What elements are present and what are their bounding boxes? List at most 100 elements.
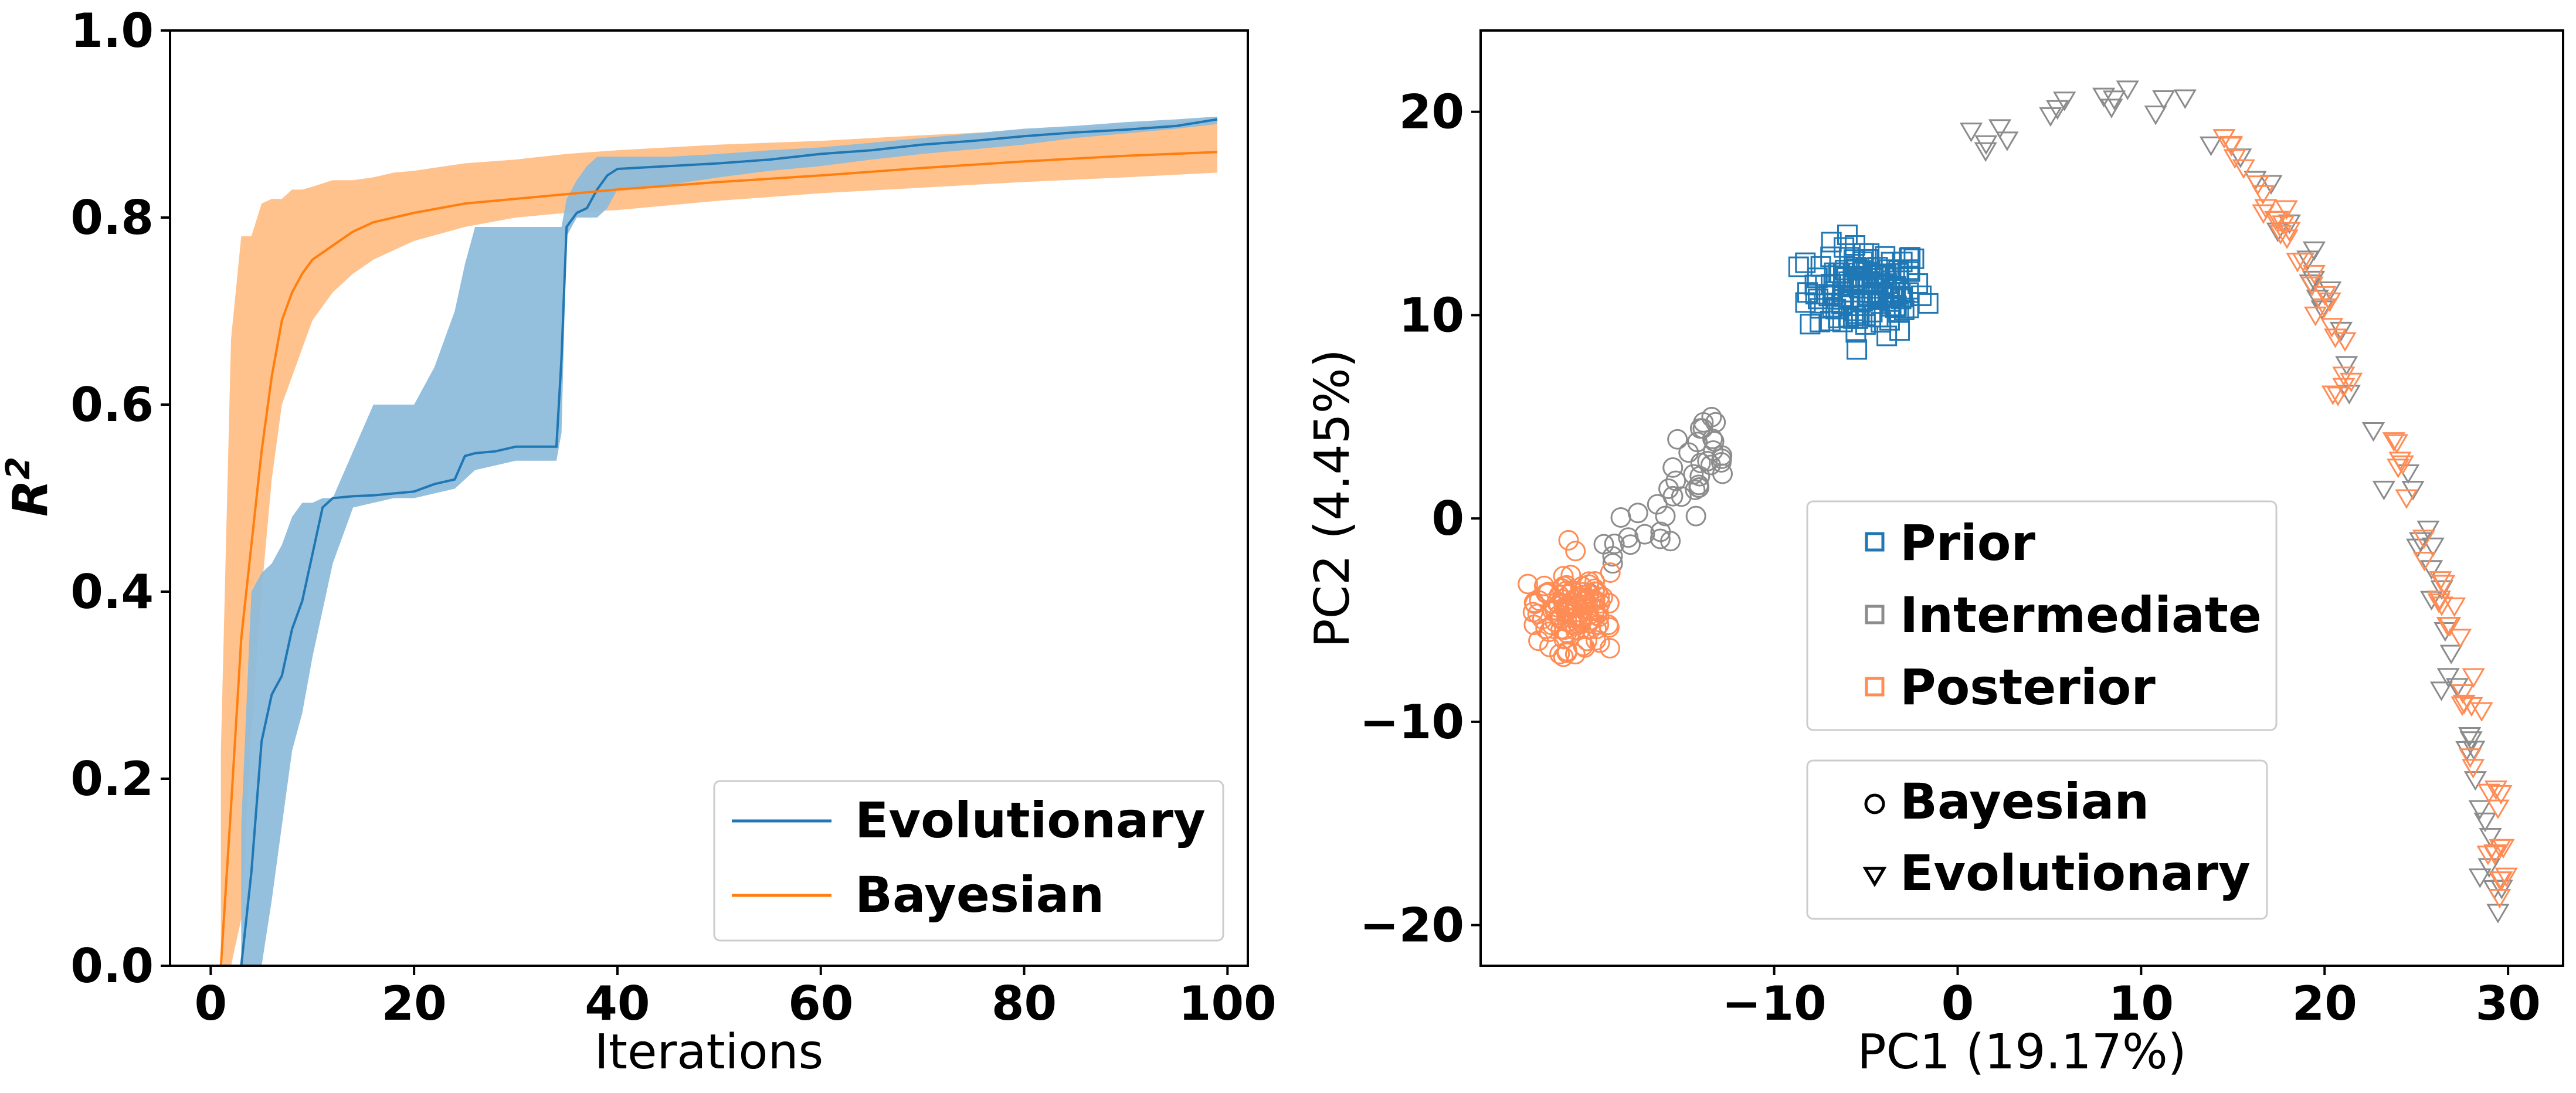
point-triangle [2173, 89, 2197, 109]
point-triangle [2489, 785, 2513, 805]
point-triangle [2473, 812, 2497, 833]
point-triangle [2483, 844, 2507, 864]
point-triangle [2470, 702, 2493, 722]
point-square [1810, 311, 1831, 332]
point-square [1868, 307, 1889, 328]
x-tick-label: 10 [2109, 976, 2174, 1031]
legend-label-bayesian-method: Bayesian [1900, 773, 2149, 830]
scatter-points [1518, 80, 2518, 924]
point-triangle [2264, 211, 2287, 231]
point-triangle [2429, 571, 2452, 591]
point-triangle [2391, 455, 2415, 476]
left-chart: 0 20 40 60 80 100 0.0 0.2 0.4 0.6 0.8 1.0 Iteratio… [0, 4, 1277, 1080]
point-triangle [2445, 678, 2469, 698]
point-circle [1662, 457, 1684, 478]
point-circle [1685, 479, 1706, 500]
line-evolutionary [240, 118, 1218, 966]
point-triangle [2387, 459, 2410, 478]
point-square [1795, 252, 1816, 273]
band-bayesian [220, 119, 1218, 966]
point-circle [1660, 531, 1681, 552]
point-circle [1527, 603, 1548, 624]
y-tick-label: 0 [1431, 491, 1464, 546]
left-legend: Evolutionary Bayesian [713, 780, 1224, 942]
y-tick-label: −10 [1360, 695, 1464, 749]
point-triangle [2219, 137, 2243, 157]
point-triangle [1959, 123, 1983, 142]
y-tick-label: 0.4 [70, 565, 154, 619]
point-triangle [2318, 292, 2341, 313]
point-square [1878, 259, 1899, 280]
legend-marker-bayesian [1864, 793, 1885, 814]
point-triangle [2332, 366, 2356, 386]
point-triangle [2420, 560, 2443, 580]
band-evolutionary [241, 116, 1217, 966]
point-triangle [2246, 175, 2270, 195]
point-circle [1703, 430, 1725, 452]
point-circle [1586, 630, 1607, 651]
point-square [1815, 274, 1836, 296]
point-triangle [1988, 119, 2012, 139]
legend-marker-evolutionary [1862, 867, 1887, 887]
y-tick-label: 10 [1399, 288, 1464, 342]
legend-box-methods [1806, 759, 2268, 920]
x-tick-label: 30 [2475, 976, 2540, 1031]
point-triangle [2313, 286, 2337, 306]
point-triangle [2361, 422, 2385, 442]
point-square [1899, 261, 1920, 282]
point-circle [1589, 632, 1610, 653]
right-y-axis-label: PC2 (4.45%) [1305, 349, 1360, 647]
point-circle [1557, 596, 1579, 617]
point-triangle [2459, 731, 2483, 751]
point-square [1834, 237, 1855, 258]
legend-marker-posterior [1865, 677, 1885, 697]
point-circle [1565, 541, 1586, 562]
point-triangle [2252, 204, 2275, 224]
point-triangle [2385, 434, 2409, 454]
point-triangle [2116, 80, 2139, 100]
point-circle [1655, 505, 1676, 527]
point-triangle [2300, 276, 2324, 297]
point-circle [1604, 534, 1625, 555]
point-square [1858, 249, 1879, 270]
legend-label-evolutionary: Evolutionary [855, 792, 1206, 849]
legend-label-evolutionary-method: Evolutionary [1900, 844, 2251, 902]
y-tick-label: 0.2 [70, 752, 154, 806]
point-triangle [2199, 136, 2223, 157]
right-y-ticks: −20 −10 0 10 20 [1360, 85, 1481, 953]
left-legend-box [713, 780, 1224, 942]
point-triangle [2430, 596, 2453, 616]
x-tick-label: 0 [195, 976, 228, 1031]
point-square [1797, 282, 1818, 303]
point-circle [1586, 619, 1607, 640]
mean-lines [219, 118, 1218, 966]
point-triangle [2412, 551, 2436, 572]
point-triangle [2320, 318, 2344, 338]
point-circle [1558, 529, 1579, 551]
point-square [1847, 339, 1868, 360]
legend-label-intermediate: Intermediate [1900, 586, 2262, 644]
left-plot-frame [169, 29, 1249, 967]
point-circle [1634, 524, 1655, 545]
x-tick-label: 40 [585, 976, 650, 1031]
point-square [1845, 306, 1866, 327]
point-triangle [2477, 858, 2501, 878]
point-triangle [2152, 90, 2175, 110]
x-tick-label: 60 [788, 976, 853, 1031]
left-y-ticks: 0.0 0.2 0.4 0.6 0.8 1.0 [70, 4, 170, 993]
point-circle [1584, 590, 1606, 612]
point-circle [1573, 635, 1594, 656]
point-triangle [2468, 800, 2492, 820]
point-square [1847, 308, 1868, 329]
point-triangle [2144, 106, 2167, 125]
y-tick-label: 0.0 [70, 939, 154, 993]
point-square [1832, 289, 1853, 310]
point-circle [1518, 573, 1539, 595]
point-square [1837, 225, 1858, 246]
point-square [1864, 281, 1885, 303]
point-square [1788, 256, 1809, 277]
point-square [1903, 248, 1925, 269]
point-circle [1532, 609, 1553, 630]
point-square [1917, 293, 1939, 314]
point-square [1834, 260, 1855, 281]
